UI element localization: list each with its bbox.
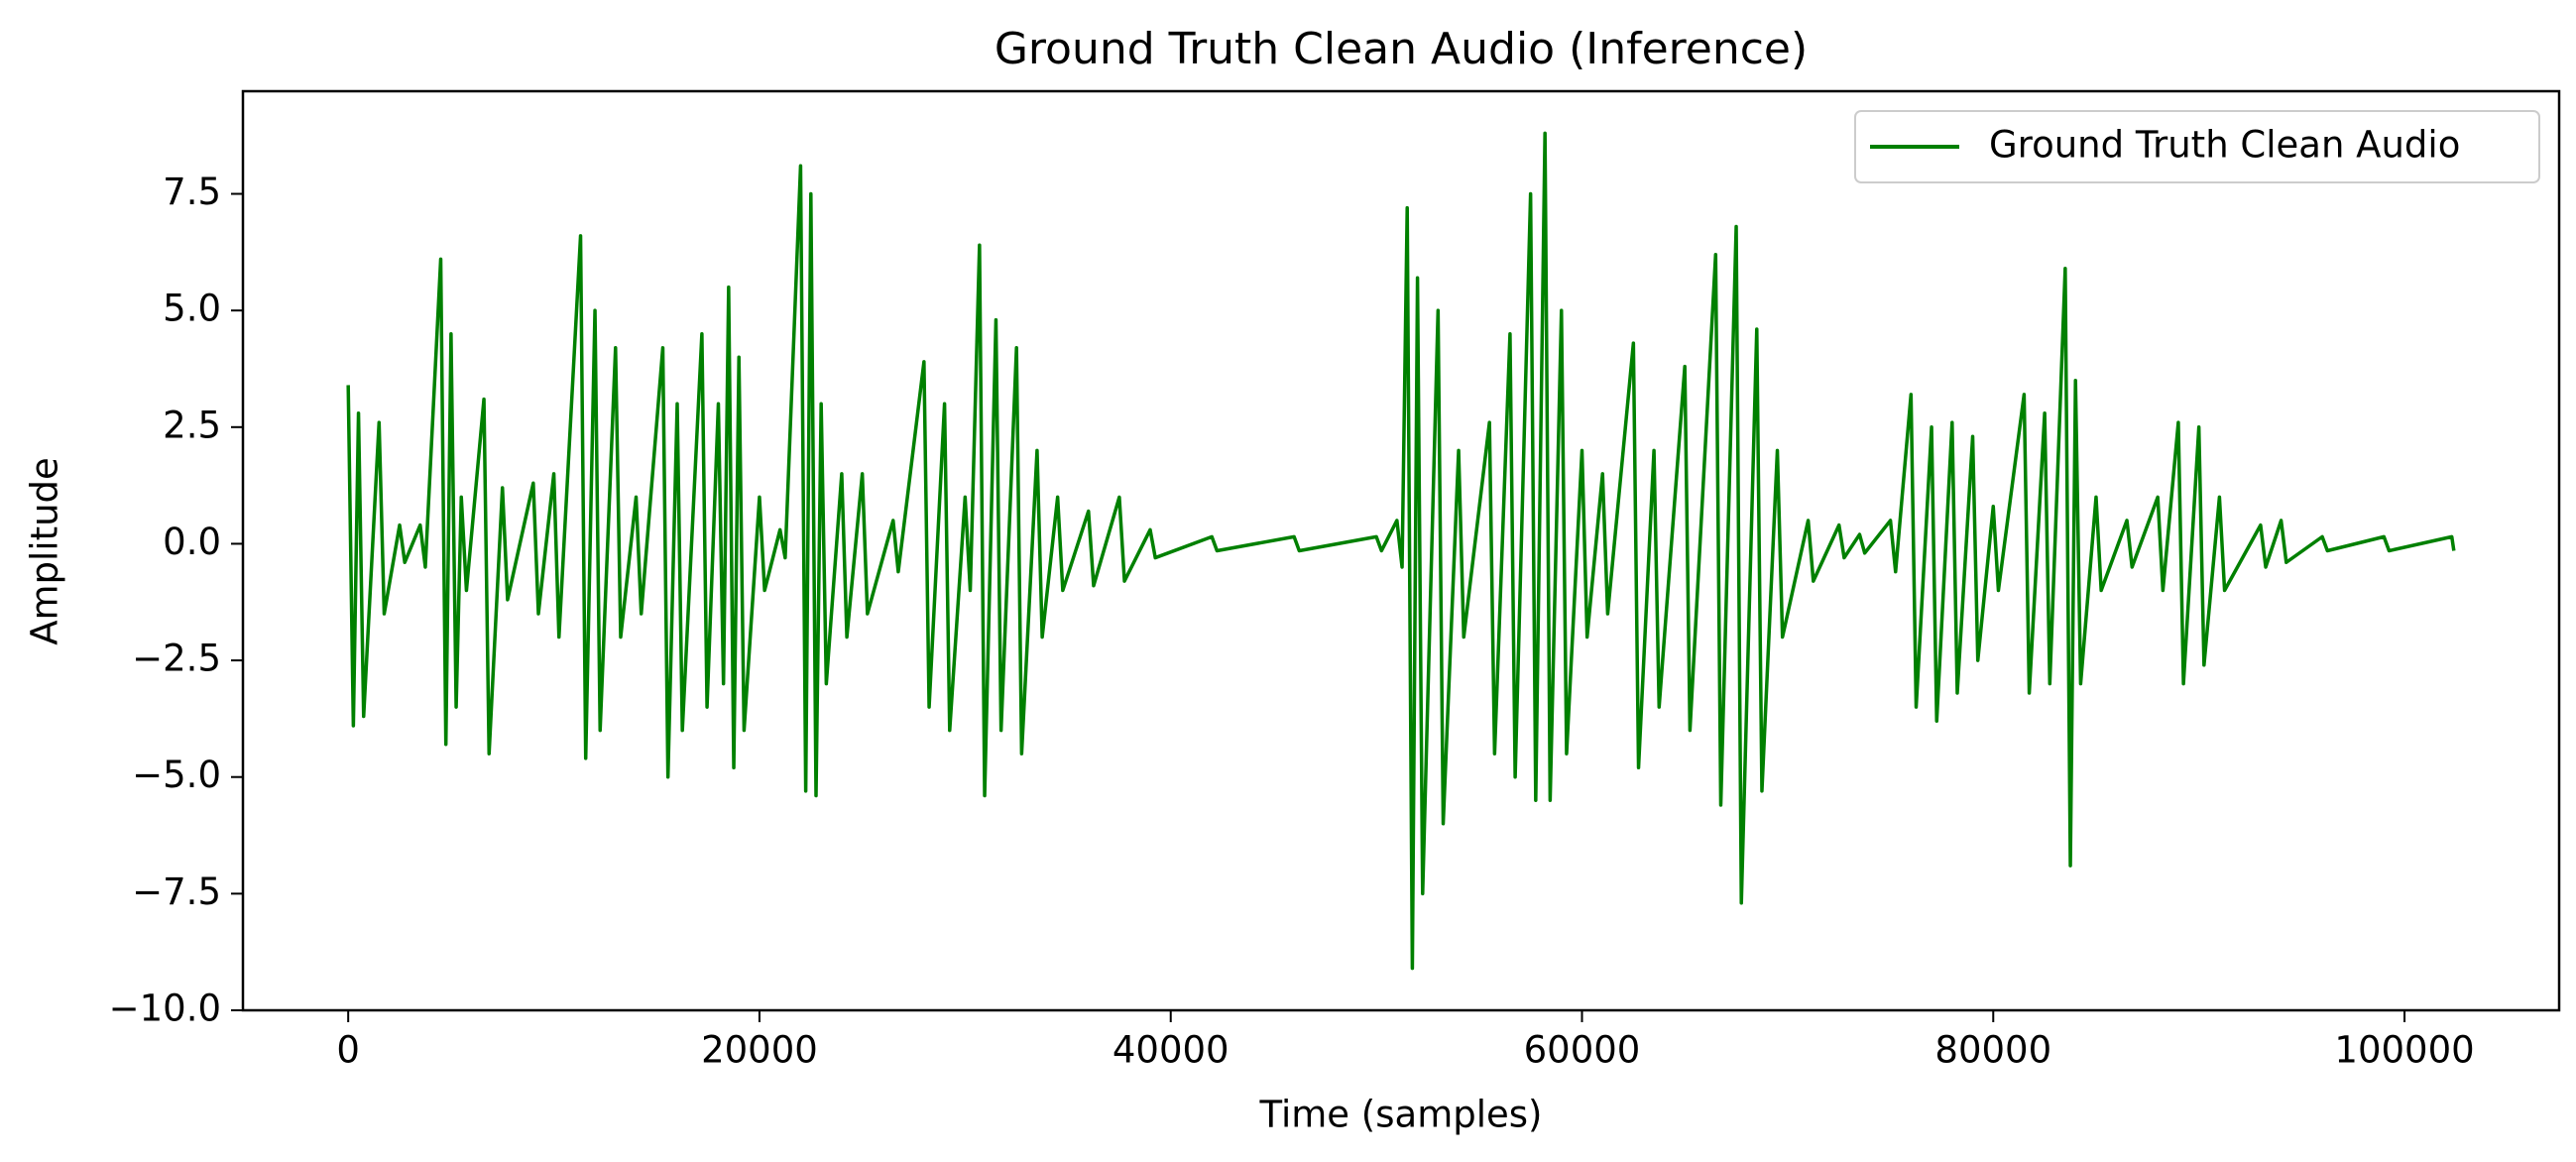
y-tick-label: 7.5 <box>163 171 221 213</box>
x-axis-label: Time (samples) <box>1259 1094 1543 1136</box>
y-tick-label: 5.0 <box>163 288 221 330</box>
y-axis-label: Amplitude <box>24 457 66 645</box>
x-tick-label: 80000 <box>1934 1029 2051 1072</box>
plot-area <box>346 131 2456 971</box>
axes-frame <box>241 89 2561 1012</box>
y-tick-label: −5.0 <box>132 754 221 796</box>
y-tick-label: 2.5 <box>163 404 221 446</box>
data-line <box>346 131 2456 971</box>
y-tick-label: −7.5 <box>132 871 221 913</box>
chart-title: Ground Truth Clean Audio (Inference) <box>995 24 1808 74</box>
y-tick-label: 0.0 <box>163 521 221 563</box>
x-tick-label: 100000 <box>2334 1029 2474 1072</box>
x-tick-label: 20000 <box>701 1029 818 1072</box>
legend-label: Ground Truth Clean Audio <box>1989 124 2460 167</box>
y-tick-label: −10.0 <box>109 988 221 1030</box>
x-tick-label: 40000 <box>1112 1029 1229 1072</box>
legend-box <box>1854 110 2540 183</box>
x-tick-label: 60000 <box>1524 1029 1641 1072</box>
x-tick-label: 0 <box>336 1029 360 1072</box>
y-tick-label: −2.5 <box>132 638 221 680</box>
